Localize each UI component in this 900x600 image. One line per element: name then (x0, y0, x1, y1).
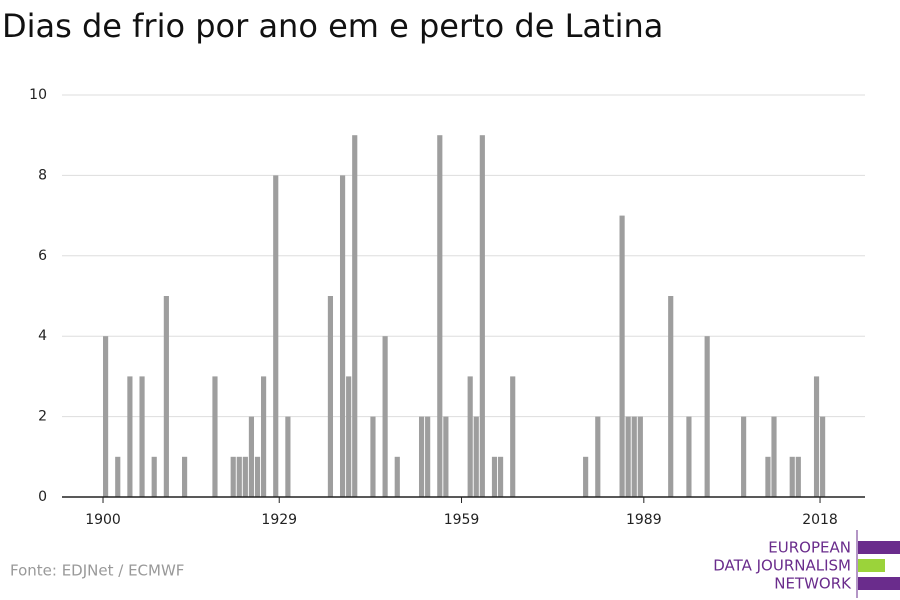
source: Fonte: EDJNet / ECMWF (10, 562, 184, 580)
bar (765, 456, 771, 497)
bar (510, 376, 516, 497)
bar (151, 456, 157, 497)
y-tick-label: 6 (38, 248, 47, 264)
bar (467, 376, 473, 497)
bar (273, 175, 279, 497)
logo-bar (858, 577, 900, 590)
bar (813, 376, 820, 497)
bar (242, 456, 248, 497)
bar (236, 456, 242, 497)
bar (771, 416, 777, 497)
bar (425, 416, 431, 497)
bar (230, 456, 236, 497)
logo-text: EUROPEAN (768, 539, 851, 557)
logo-bar (858, 541, 900, 554)
bar (127, 376, 133, 497)
bar (437, 135, 443, 497)
bar (352, 135, 358, 497)
bar (491, 456, 498, 497)
x-tick-label: 1900 (85, 512, 121, 528)
bar (103, 336, 109, 497)
bar (668, 296, 674, 497)
y-tick-label: 2 (38, 409, 47, 425)
bar (704, 336, 710, 497)
bar (795, 456, 801, 497)
bar (182, 456, 188, 497)
bar (339, 175, 346, 497)
logo-text: NETWORK (774, 575, 852, 593)
bar (473, 416, 479, 497)
bar (789, 456, 795, 497)
bar (346, 376, 352, 497)
chart-title: Dias de frio por ano em e perto de Latin… (2, 7, 663, 45)
bar (595, 416, 601, 497)
bar (285, 416, 291, 497)
bar (212, 376, 218, 497)
bar (370, 416, 376, 497)
bar (418, 416, 425, 497)
bar (382, 336, 388, 497)
bar (619, 215, 625, 497)
x-tick-label: 2018 (802, 512, 838, 528)
bar (443, 416, 449, 497)
x-tick-label: 1989 (626, 512, 662, 528)
bar (115, 456, 121, 497)
logo-text: DATA JOURNALISM (713, 557, 851, 575)
bar (741, 416, 747, 497)
bar (248, 416, 255, 497)
y-tick-label: 10 (29, 87, 47, 103)
bar (479, 135, 485, 497)
bar (820, 416, 826, 497)
logo: EUROPEAN DATA JOURNALISM NETWORK (713, 530, 900, 598)
y-tick-label: 8 (38, 167, 47, 183)
y-tick-label: 4 (38, 328, 47, 344)
logo-bar (858, 559, 885, 572)
bar (139, 376, 145, 497)
bar (163, 296, 169, 497)
bar (254, 456, 261, 497)
bar (327, 296, 334, 497)
bar (497, 456, 504, 497)
bar (631, 416, 637, 497)
bar (394, 456, 400, 497)
x-tick-label: 1929 (261, 512, 297, 528)
bar (261, 376, 267, 497)
y-tick-label: 0 (38, 489, 47, 505)
bar (686, 416, 692, 497)
x-tick-label: 1959 (444, 512, 480, 528)
bar (625, 416, 631, 497)
bar (583, 456, 589, 497)
bar (637, 416, 643, 497)
